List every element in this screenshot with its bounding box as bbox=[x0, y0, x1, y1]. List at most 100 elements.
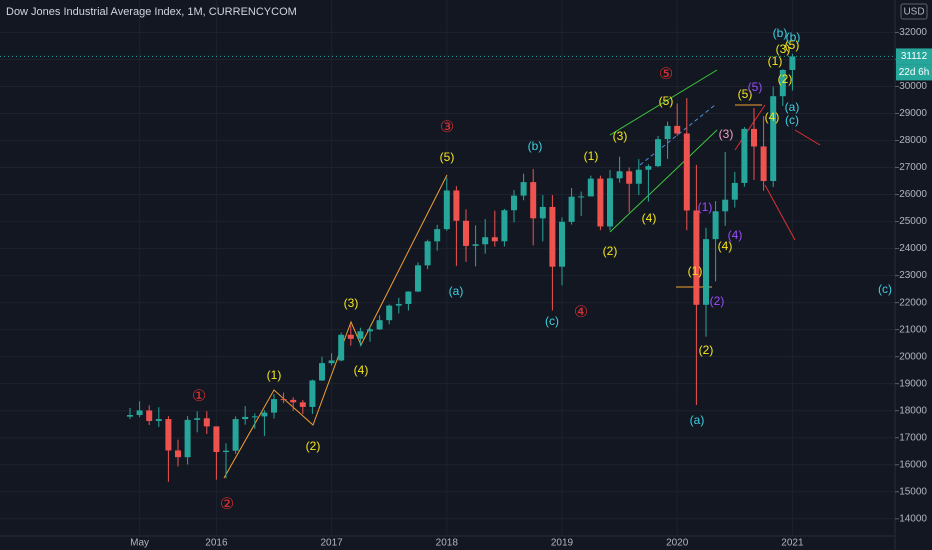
y-tick-label: 27000 bbox=[899, 162, 927, 173]
wave-label: (1) bbox=[698, 200, 713, 214]
y-tick-label: 15000 bbox=[899, 486, 927, 497]
candle-body bbox=[299, 402, 306, 407]
y-tick-label: 26000 bbox=[899, 189, 927, 200]
x-tick-label: 2020 bbox=[666, 538, 689, 549]
trend-line bbox=[794, 129, 821, 146]
candle-body bbox=[664, 125, 671, 140]
candle-body bbox=[443, 190, 450, 230]
candle-body bbox=[395, 303, 402, 306]
candle-body bbox=[175, 450, 181, 458]
candle-body bbox=[712, 211, 719, 240]
y-tick-label: 16000 bbox=[899, 459, 927, 470]
wave-label: (a) bbox=[785, 100, 800, 114]
y-tick-label: 14000 bbox=[899, 513, 927, 524]
wave-label: (b) bbox=[528, 139, 543, 153]
candle-body bbox=[789, 56, 796, 70]
candle-body bbox=[635, 169, 642, 184]
wave-label: (5) bbox=[440, 150, 455, 164]
candle-body bbox=[347, 334, 354, 339]
x-tick-label: 2021 bbox=[781, 538, 804, 549]
candle-body bbox=[520, 182, 527, 196]
channel-line bbox=[609, 129, 718, 233]
candle-body bbox=[319, 363, 325, 381]
wave-label: (1) bbox=[768, 54, 783, 68]
candle-body bbox=[184, 419, 191, 458]
candle-body bbox=[405, 291, 412, 304]
candle-body bbox=[770, 96, 777, 182]
candle-body bbox=[511, 195, 517, 211]
wave-label: ⑤ bbox=[659, 66, 673, 83]
currency-label: USD bbox=[903, 7, 924, 18]
wave-label: (5) bbox=[748, 80, 763, 94]
candle-body bbox=[290, 399, 297, 403]
candle-body bbox=[453, 190, 460, 221]
y-tick-label: 25000 bbox=[899, 216, 927, 227]
channel-line bbox=[609, 69, 718, 136]
candle-body bbox=[146, 410, 153, 421]
candle-body bbox=[626, 171, 633, 184]
wave-label: (2) bbox=[306, 439, 321, 453]
wave-label: (a) bbox=[690, 413, 705, 427]
y-tick-label: 23000 bbox=[899, 270, 927, 281]
wave-label: (4) bbox=[354, 363, 369, 377]
candle-body bbox=[693, 210, 700, 305]
wave-label: (2) bbox=[603, 244, 618, 258]
y-tick-label: 20000 bbox=[899, 351, 927, 362]
candle-body bbox=[491, 237, 498, 242]
wave-label: (3) bbox=[719, 127, 734, 141]
candle-body bbox=[232, 419, 239, 451]
wave-label: (5) bbox=[785, 38, 800, 52]
y-tick-label: 30000 bbox=[899, 81, 927, 92]
candle-body bbox=[655, 139, 661, 167]
wave-label: (3) bbox=[776, 42, 791, 56]
wave-label: (1) bbox=[584, 149, 599, 163]
currency-box bbox=[900, 3, 928, 20]
candle-body bbox=[731, 182, 738, 200]
y-tick-label: 17000 bbox=[899, 432, 927, 443]
candle-body bbox=[559, 221, 565, 267]
candle-body bbox=[309, 380, 316, 407]
trend-line bbox=[764, 184, 796, 241]
wave-label: (5) bbox=[738, 87, 753, 101]
candle-body bbox=[338, 334, 345, 361]
x-tick-label: 2017 bbox=[320, 538, 343, 549]
candle-body bbox=[165, 419, 172, 451]
y-tick-label: 29000 bbox=[899, 108, 927, 119]
wave-label: (c) bbox=[878, 282, 892, 296]
candle-body bbox=[597, 178, 604, 227]
y-tick-label: 18000 bbox=[899, 405, 927, 416]
y-tick-label: 21000 bbox=[899, 324, 927, 335]
last-price-label: 31112 bbox=[901, 51, 928, 62]
wave-label: (4) bbox=[642, 211, 657, 225]
y-tick-label: 28000 bbox=[899, 135, 927, 146]
candle-body bbox=[127, 415, 133, 417]
candle-body bbox=[645, 166, 652, 170]
candle-body bbox=[203, 418, 210, 427]
drawings bbox=[223, 69, 821, 479]
wave-label: (4) bbox=[728, 228, 743, 242]
y-tick-label: 22000 bbox=[899, 297, 927, 308]
candle-body bbox=[703, 239, 709, 305]
y-tick-label: 24000 bbox=[899, 243, 927, 254]
wave-label: ① bbox=[192, 388, 206, 405]
candle-body bbox=[155, 419, 162, 421]
candle-body bbox=[424, 241, 431, 266]
wave-label: (4) bbox=[765, 110, 780, 124]
candle-body bbox=[501, 210, 508, 242]
candle-body bbox=[568, 196, 575, 222]
wave-label: (4) bbox=[718, 239, 733, 253]
candle-body bbox=[242, 416, 249, 420]
wave-label: (a) bbox=[449, 284, 464, 298]
candle-body bbox=[261, 412, 268, 417]
x-tick-label: 2019 bbox=[551, 538, 574, 549]
wave-label: (5) bbox=[659, 94, 674, 108]
wave-label: (2) bbox=[699, 343, 714, 357]
candle-body bbox=[779, 69, 786, 97]
candle-body bbox=[415, 265, 421, 292]
candle-body bbox=[587, 178, 594, 197]
chart-title: Dow Jones Industrial Average Index, 1M, … bbox=[6, 6, 297, 18]
candle-body bbox=[539, 206, 546, 219]
candle-body bbox=[472, 244, 479, 246]
